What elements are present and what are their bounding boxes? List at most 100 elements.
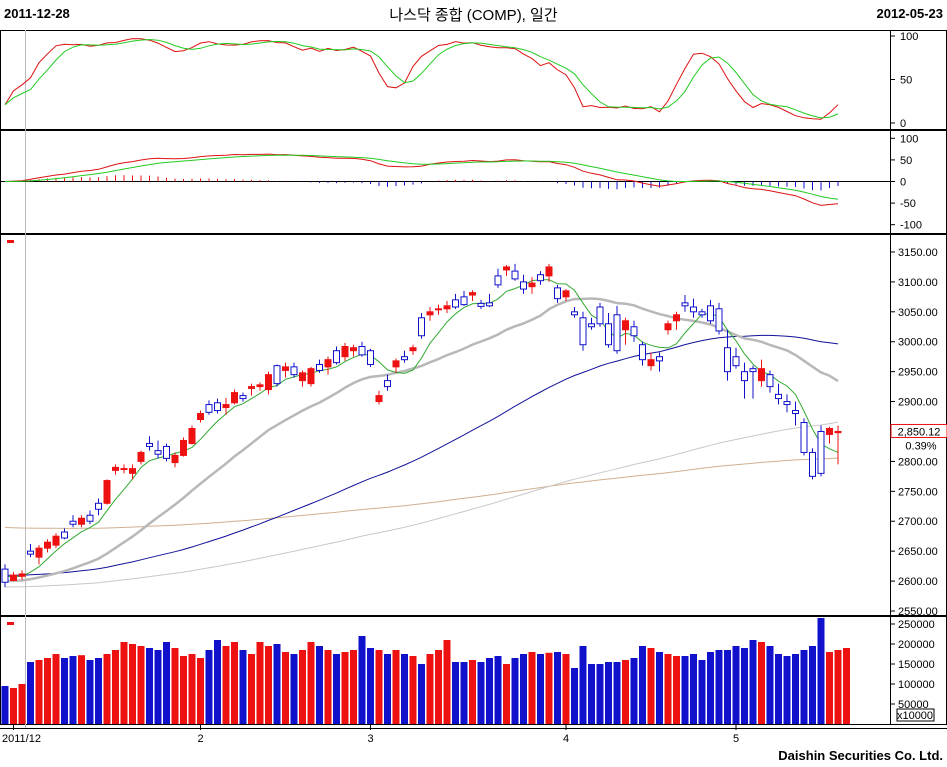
volume-bar: [137, 646, 145, 724]
candle: [316, 363, 323, 371]
volume-bar: [537, 654, 544, 724]
chart-title: 나스닥 종합 (COMP), 일간: [389, 7, 558, 24]
volume-bar: [443, 640, 451, 724]
candle: [112, 466, 119, 471]
volume-bar: [435, 650, 442, 724]
candle: [239, 395, 247, 400]
price-tick-label: 2750.00: [898, 486, 938, 498]
volume-bar: [154, 650, 162, 724]
candle: [511, 270, 519, 280]
candle: [826, 427, 833, 435]
candle: [690, 306, 697, 313]
candle: [800, 422, 808, 453]
price-tick-label: 2900.00: [898, 397, 938, 409]
candle: [809, 451, 816, 477]
candle: [681, 302, 689, 307]
candle: [265, 374, 272, 391]
volume-bar: [775, 654, 782, 724]
candle: [613, 314, 621, 352]
volume-bar: [392, 650, 400, 724]
candle: [273, 365, 281, 385]
candle: [707, 305, 714, 322]
candle: [443, 305, 451, 310]
candle: [205, 404, 213, 413]
volume-bar: [639, 646, 646, 724]
volume-bar: [477, 662, 485, 724]
ma120-line: [4, 421, 839, 588]
volume-bar: [375, 650, 383, 724]
volume-bar: [35, 660, 43, 724]
candle: [469, 292, 476, 296]
volume-bar: [826, 652, 833, 724]
candle: [724, 347, 731, 373]
candle: [358, 346, 366, 356]
volume-bar: [231, 642, 238, 724]
volume-bar: [112, 650, 119, 724]
volume-bar: [766, 646, 774, 724]
x-tick-label: 4: [563, 733, 569, 745]
volume-bar: [86, 660, 94, 724]
candle: [732, 356, 740, 367]
start-date-label: 2011-12-28: [4, 6, 70, 21]
x-tick-label: 2011/12: [2, 733, 41, 745]
volume-bar: [1, 686, 9, 724]
volume-bar: [741, 648, 748, 724]
candle: [630, 326, 638, 337]
candle: [95, 502, 102, 510]
candle: [341, 346, 349, 358]
volume-bar: [367, 648, 374, 724]
candle: [579, 317, 587, 346]
candle: [307, 368, 315, 385]
ma20-line: [4, 297, 839, 583]
candle: [197, 413, 204, 421]
volume-bar: [146, 648, 153, 724]
volume-tick-label: 50000: [898, 699, 929, 711]
candle: [35, 547, 43, 558]
candle: [333, 350, 340, 364]
volume-bar: [588, 664, 595, 724]
volume-bar: [69, 656, 77, 724]
volume-bar: [265, 646, 272, 724]
volume-bar: [681, 656, 689, 724]
price-tick-label: 2700.00: [898, 516, 938, 528]
volume-bar: [613, 662, 621, 724]
candle: [571, 311, 578, 316]
candle: [384, 380, 391, 388]
candle: [188, 427, 196, 444]
macd-tick-label: 50: [900, 155, 912, 167]
price-tick-label: 3100.00: [898, 277, 938, 289]
candle: [477, 302, 485, 307]
volume-bar: [452, 662, 459, 724]
candle: [647, 359, 655, 367]
candle: [69, 520, 77, 525]
price-tick-label: 3000.00: [898, 337, 938, 349]
candle: [460, 296, 468, 306]
stoch-tick-label: 100: [900, 31, 918, 43]
volume-bar: [460, 662, 468, 724]
candle: [44, 541, 51, 549]
volume-bar: [18, 684, 26, 724]
candle: [562, 290, 570, 298]
candle: [231, 392, 238, 404]
volume-bar: [290, 654, 298, 724]
price-marker: [7, 240, 14, 243]
candle: [401, 356, 408, 361]
volume-bar: [78, 655, 85, 724]
volume-bar: [401, 654, 408, 724]
ma5-line: [5, 279, 839, 577]
volume-bar: [409, 656, 417, 724]
price-tick-label: 2800.00: [898, 456, 938, 468]
candle: [171, 454, 179, 464]
candle: [418, 317, 425, 337]
candle: [324, 359, 332, 368]
volume-bar: [129, 644, 136, 724]
volume-bar: [248, 654, 255, 724]
stoch-k-line: [4, 38, 839, 120]
volume-bar: [511, 658, 519, 724]
ma60-line: [5, 334, 839, 576]
candle: [486, 302, 493, 307]
candle: [426, 311, 434, 316]
stoch-d-line: [4, 38, 839, 119]
volume-bar: [656, 652, 663, 724]
